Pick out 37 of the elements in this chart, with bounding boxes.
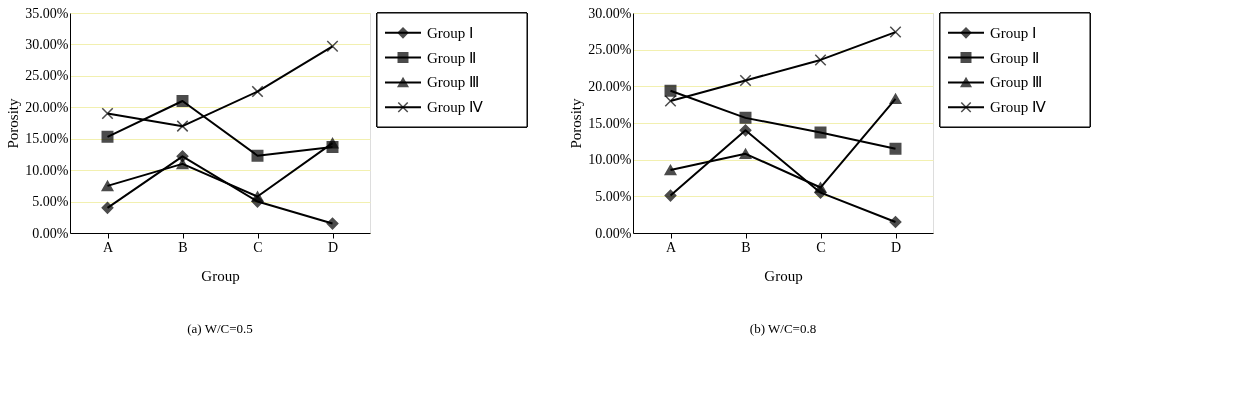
y-tick-label: 20.00% — [588, 78, 632, 94]
y-axis-title: Porosity — [5, 98, 22, 149]
text: (a) W/C=0.5 — [187, 321, 253, 336]
y-tick-label: 25.00% — [25, 68, 69, 84]
y-tick-label: 30.00% — [25, 36, 69, 52]
x-tick-label: C — [253, 239, 263, 255]
x-tick-label: B — [741, 239, 751, 255]
x-tick-label: D — [327, 239, 339, 255]
legend-label: Group Ⅱ — [427, 49, 477, 66]
y-tick-label: 35.00% — [25, 5, 69, 21]
y-tick-label: 20.00% — [25, 99, 69, 115]
x-axis-title: Group — [201, 267, 240, 284]
y-tick-label: 15.00% — [25, 131, 69, 147]
x-tick-label: B — [178, 239, 188, 255]
x-tick-label: D — [890, 239, 902, 255]
y-tick-label: 10.00% — [25, 162, 69, 178]
y-tick-label: 25.00% — [588, 42, 632, 58]
legend-label: Group Ⅳ — [427, 99, 484, 116]
y-tick-label: 0.00% — [595, 225, 632, 241]
y-tick-label: 0.00% — [32, 225, 69, 241]
x-tick-label: A — [665, 239, 677, 255]
y-tick-label: 10.00% — [588, 152, 632, 168]
y-axis-title: Porosity — [568, 98, 585, 149]
legend-label: Group Ⅳ — [990, 99, 1047, 116]
y-tick-label: 5.00% — [595, 188, 632, 204]
legend-label: Group Ⅰ — [427, 24, 474, 41]
legend-label: Group Ⅲ — [427, 74, 480, 91]
legend-label: Group Ⅱ — [990, 49, 1040, 66]
legend-label: Group Ⅲ — [990, 74, 1043, 91]
y-tick-label: 30.00% — [588, 5, 632, 21]
y-tick-label: 5.00% — [32, 194, 69, 210]
x-tick-label: A — [102, 239, 114, 255]
text: (b) W/C=0.8 — [749, 321, 817, 336]
y-tick-label: 15.00% — [588, 115, 632, 131]
x-tick-label: C — [816, 239, 826, 255]
x-axis-title: Group — [764, 267, 803, 284]
legend-label: Group Ⅰ — [990, 24, 1037, 41]
